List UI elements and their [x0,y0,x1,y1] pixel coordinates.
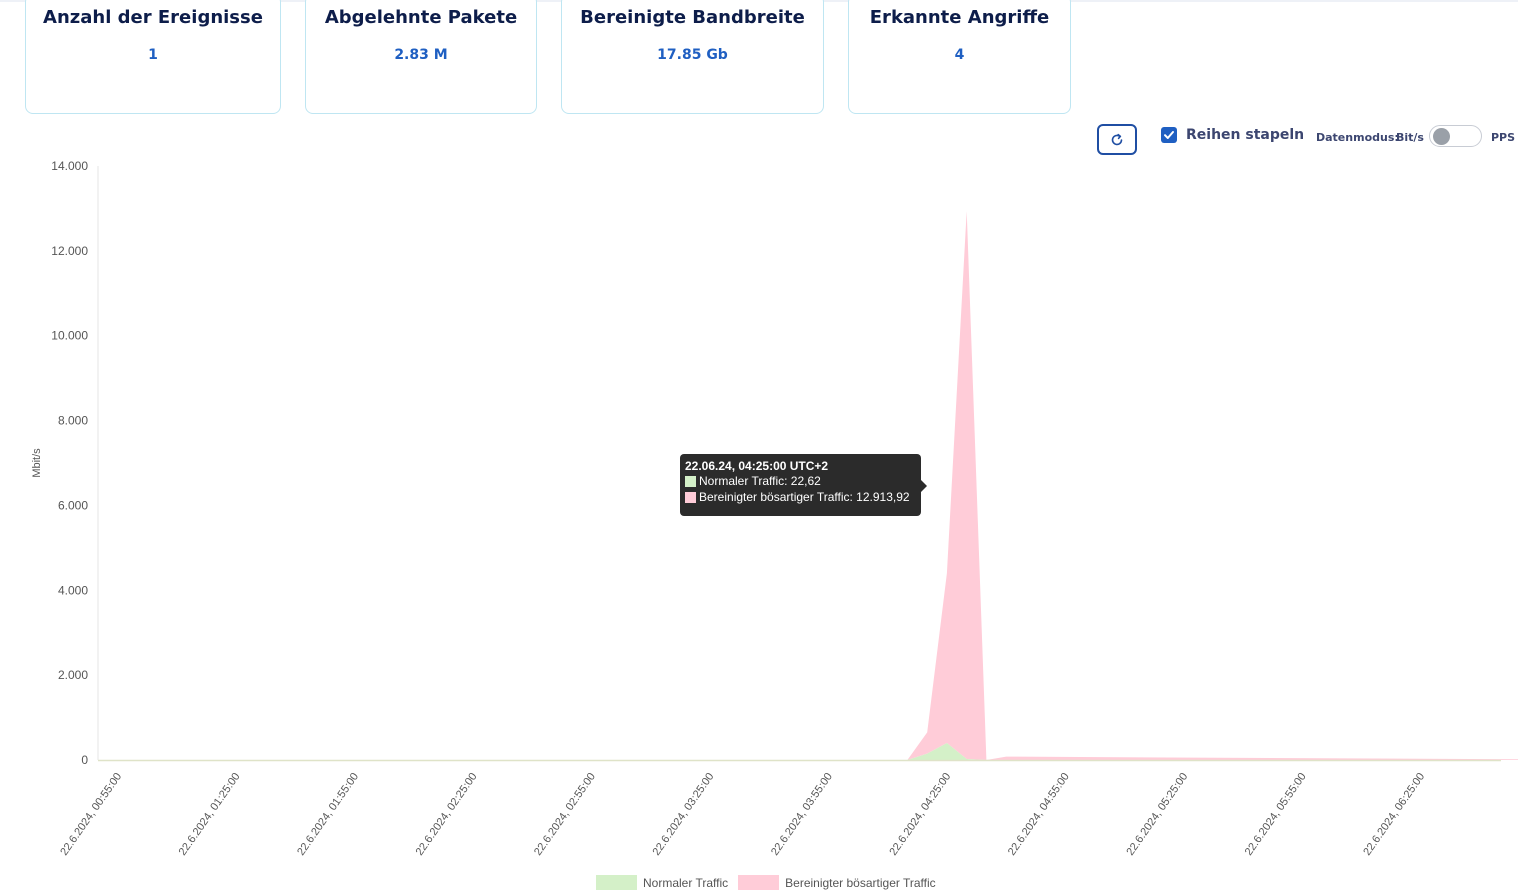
legend-label: Bereinigter bösartiger Traffic [785,875,936,890]
kpi-title: Bereinigte Bandbreite [580,7,805,28]
kpi-value: 4 [954,47,965,63]
kpi-card-detected-attacks: Erkannte Angriffe 4 [848,0,1071,114]
data-mode-pps-label: PPS [1491,131,1516,144]
stack-series-label: Reihen stapeln [1186,127,1305,143]
kpi-value: 1 [148,47,158,63]
kpi-value: 2.83 M [394,47,448,63]
kpi-title: Erkannte Angriffe [869,7,1050,28]
checkmark-icon [1164,131,1174,139]
legend-item-normal[interactable]: Normaler Traffic [596,875,728,890]
x-tick-label: 22.6.2024, 04:55:00 [1006,771,1072,858]
y-tick-label: 10.000 [51,329,88,343]
data-mode-label: Datenmodus: [1316,131,1399,144]
y-tick-label: 0 [81,753,88,767]
legend-swatch [738,875,780,890]
series-area-normal [98,743,1518,760]
x-tick-label: 22.6.2024, 03:55:00 [769,771,835,858]
kpi-value: 17.85 Gb [657,47,728,63]
x-tick-label: 22.6.2024, 04:25:00 [887,771,953,858]
stack-series-control[interactable]: Reihen stapeln [1161,127,1304,143]
refresh-icon [1111,133,1123,145]
legend-item-malicious[interactable]: Bereinigter bösartiger Traffic [738,875,936,890]
legend-swatch [596,875,637,890]
chart-legend: Normaler Traffic Bereinigter bösartiger … [596,875,946,890]
data-mode-bits-label: Bit/s [1396,131,1424,144]
kpi-card-events: Anzahl der Ereignisse 1 [25,0,281,114]
x-tick-label: 22.6.2024, 05:25:00 [1124,771,1190,858]
tooltip-row-text: Normaler Traffic: 22,62 [699,474,821,488]
x-tick-label: 22.6.2024, 06:25:00 [1361,771,1427,858]
y-tick-label: 12.000 [51,244,88,258]
x-tick-label: 22.6.2024, 03:25:00 [651,771,717,858]
legend-label: Normaler Traffic [643,875,729,890]
malicious-swatch [685,491,696,503]
x-tick-label: 22.6.2024, 01:25:00 [177,771,243,858]
data-mode-toggle[interactable] [1429,125,1482,147]
tooltip-row-text: Bereinigter bösartiger Traffic: 12.913,9… [699,490,910,504]
x-tick-label: 22.6.2024, 00:55:00 [58,771,124,858]
tooltip-title: 22.06.24, 04:25:00 UTC+2 [685,459,829,473]
y-tick-label: 8.000 [58,414,88,428]
y-tick-label: 4.000 [58,583,88,597]
x-tick-label: 22.6.2024, 05:55:00 [1243,771,1309,858]
normal-swatch [685,475,696,487]
kpi-title: Abgelehnte Pakete [324,7,518,28]
x-tick-label: 22.6.2024, 01:55:00 [295,771,361,858]
traffic-chart: 0 2.000 4.000 6.000 8.000 10.000 12.000 14.000 M… [31,159,1518,858]
y-axis-title: Mbit/s [31,448,43,478]
stack-series-checkbox[interactable] [1161,127,1177,143]
tooltip-row-malicious: Bereinigter bösartiger Traffic: 12.913,9… [685,489,916,505]
toggle-knob [1433,128,1450,145]
chart-tooltip: 22.06.24, 04:25:00 UTC+2 Normaler Traffi… [680,454,927,516]
kpi-title: Anzahl der Ereignisse [43,7,263,28]
kpi-card-rejected-packets: Abgelehnte Pakete 2.83 M [305,0,537,114]
y-tick-label: 2.000 [58,668,88,682]
refresh-button[interactable] [1097,124,1137,155]
x-tick-label: 22.6.2024, 02:25:00 [414,771,480,858]
y-tick-label: 6.000 [58,498,88,512]
kpi-card-cleaned-bandwidth: Bereinigte Bandbreite 17.85 Gb [561,0,824,114]
y-tick-label: 14.000 [51,159,88,173]
x-tick-label: 22.6.2024, 02:55:00 [532,771,598,858]
tooltip-row-normal: Normaler Traffic: 22,62 [685,473,916,489]
